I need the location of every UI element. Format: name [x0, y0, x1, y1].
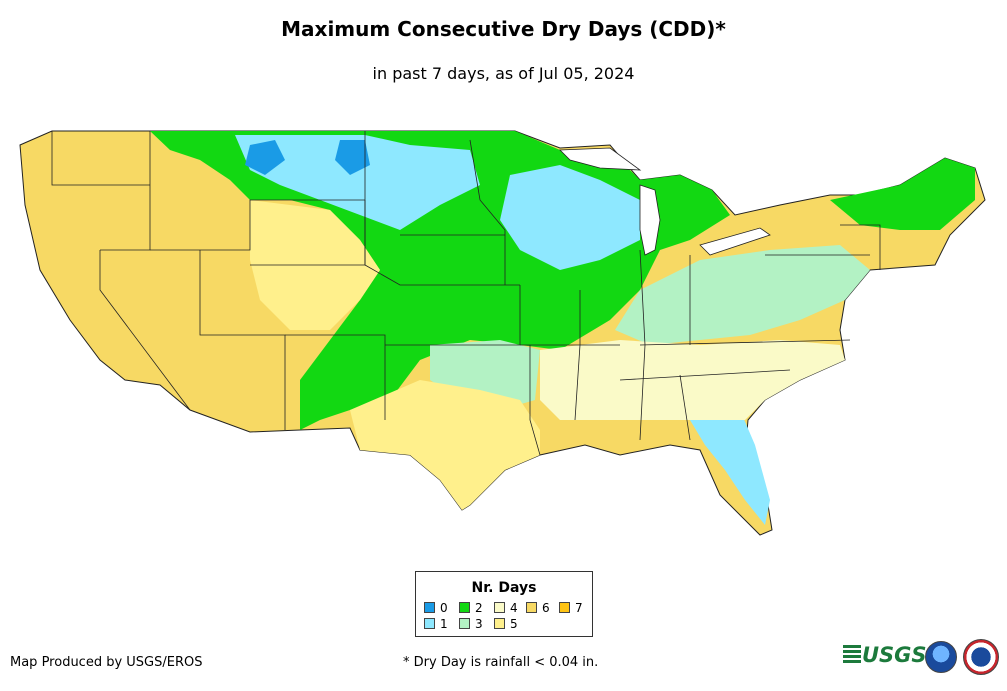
- lake-erie: [699, 227, 771, 256]
- map-subtitle: in past 7 days, as of Jul 05, 2024: [372, 64, 635, 83]
- lake-superior: [559, 147, 642, 171]
- noaa-logo-icon: [925, 641, 957, 673]
- state-boundaries: [51, 131, 881, 456]
- map-title: Maximum Consecutive Dry Days (CDD)*: [281, 17, 726, 41]
- region-3day-ohio: [615, 245, 870, 345]
- region-0day-nd: [335, 140, 370, 175]
- region-1day-wisconsin: [500, 165, 640, 270]
- region-4day-south: [540, 340, 845, 420]
- region-1day-florida: [690, 410, 770, 525]
- region-1day-dakotas: [235, 135, 480, 230]
- legend: Nr. Days 0 2 4 6 7 1 3 5: [415, 571, 593, 637]
- footnote-text: * Dry Day is rainfall < 0.04 in.: [403, 655, 599, 670]
- region-2day-northeast: [830, 158, 975, 230]
- region-0day-montana: [245, 140, 285, 175]
- credit-text: Map Produced by USGS/EROS: [10, 655, 203, 670]
- legend-title: Nr. Days: [471, 580, 537, 596]
- usgs-logo: USGS: [843, 643, 927, 667]
- lake-michigan: [639, 184, 661, 256]
- nws-logo-icon: [963, 639, 999, 675]
- region-5day-texas: [350, 380, 540, 510]
